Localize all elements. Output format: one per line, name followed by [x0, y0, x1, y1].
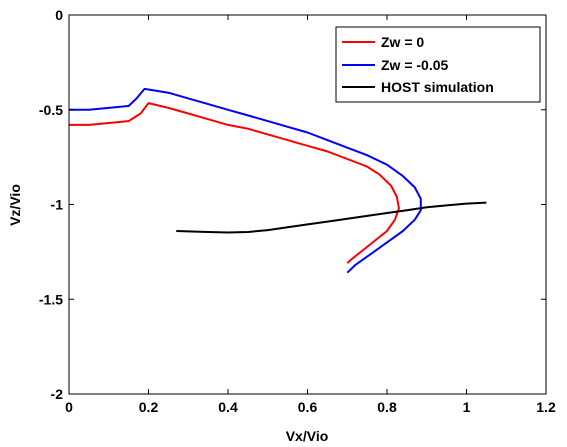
x-tick-label: 0.4 [218, 399, 238, 415]
tick-layer: 0 0.2 0.4 0.6 0.8 1 1.2 0 -0.5 -1 -1.5 -2 [39, 7, 556, 415]
legend-label-zw0: Zw = 0 [381, 34, 424, 50]
y-tick-label: -2 [51, 386, 64, 402]
x-axis-title: Vx/Vio [286, 428, 329, 444]
y-tick-label: -1 [51, 197, 64, 213]
legend-label-zw-005: Zw = -0.05 [381, 57, 449, 73]
x-tick-label: 1.2 [536, 399, 556, 415]
x-tick-label: 0 [65, 399, 73, 415]
series-line-1 [69, 87, 422, 274]
y-axis-title: Vz/Vio [7, 184, 23, 226]
y-tick-label: 0 [55, 7, 63, 23]
legend: Zw = 0 Zw = -0.05 HOST simulation [335, 26, 541, 103]
x-tick-label: 0.2 [139, 399, 159, 415]
series-layer [69, 87, 487, 274]
x-tick-label: 1 [463, 399, 471, 415]
y-tick-label: -0.5 [39, 102, 63, 118]
series-line-2 [176, 201, 487, 234]
legend-label-host: HOST simulation [381, 79, 494, 95]
x-tick-label: 0.8 [377, 399, 397, 415]
x-tick-label: 0.6 [298, 399, 318, 415]
series-line-0 [69, 102, 400, 264]
y-tick-label: -1.5 [39, 291, 63, 307]
